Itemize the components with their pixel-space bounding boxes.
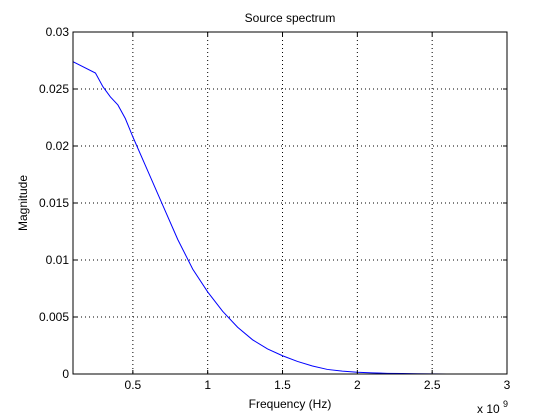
x-axis-label: Frequency (Hz) — [249, 397, 332, 411]
y-tick-label: 0.015 — [39, 196, 69, 210]
y-tick-label: 0.03 — [46, 25, 70, 39]
grid — [73, 32, 507, 374]
x-tick-label: 2 — [354, 378, 361, 392]
tick-labels: 0.5 1 1.5 2 2.5 3 0 0.005 0.01 0.015 0.02 0.025 0.03 — [39, 25, 511, 392]
x-tick-label: 2.5 — [424, 378, 441, 392]
y-tick-label: 0 — [62, 367, 69, 381]
y-tick-label: 0.02 — [46, 139, 70, 153]
series-line — [72, 61, 508, 375]
x-axis-multiplier: x 10 9 — [477, 399, 508, 416]
y-tick-label: 0.025 — [39, 82, 69, 96]
x-multiplier-base: x 10 — [477, 402, 500, 416]
y-axis-label: Magnitude — [16, 175, 30, 231]
x-multiplier-exponent: 9 — [503, 399, 508, 409]
series-lines — [72, 61, 508, 375]
y-tick-label: 0.01 — [46, 253, 70, 267]
tick-marks — [73, 31, 508, 375]
x-tick-label: 1.5 — [274, 378, 291, 392]
chart-title: Source spectrum — [245, 11, 336, 25]
x-tick-label: 1 — [204, 378, 211, 392]
y-tick-label: 0.005 — [39, 310, 69, 324]
x-tick-label: 0.5 — [125, 378, 142, 392]
x-tick-label: 3 — [504, 378, 511, 392]
